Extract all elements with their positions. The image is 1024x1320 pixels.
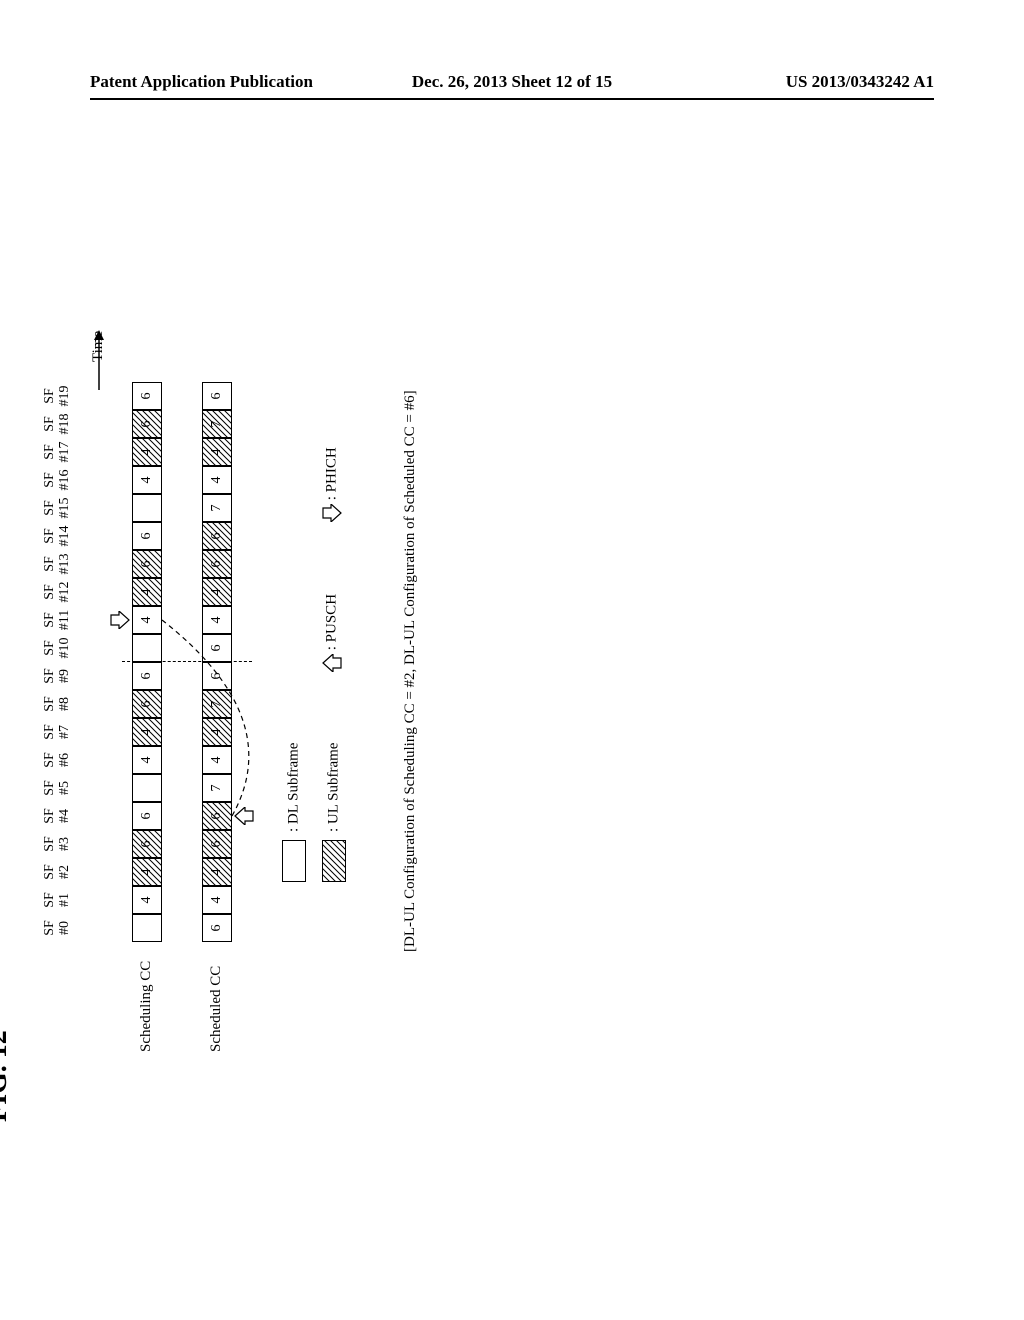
legend-dl: : DL Subframe [282, 743, 306, 882]
figure-12: FIG. 12 SF#0SF#1SF#2SF#3SF#4SF#5SF#6SF#7… [0, 218, 1024, 1242]
header-center: Dec. 26, 2013 Sheet 12 of 15 [412, 72, 612, 92]
ul-swatch [322, 840, 346, 882]
legend-ul-label: : UL Subframe [325, 743, 341, 832]
legend-pusch-label: : PUSCH [323, 594, 339, 650]
legend-ul: : UL Subframe [322, 743, 346, 882]
header-right: US 2013/0343242 A1 [786, 72, 934, 92]
phich-legend-icon [322, 504, 342, 522]
dl-swatch [282, 840, 306, 882]
legend-dl-label: : DL Subframe [285, 743, 301, 832]
legend-pusch: : PUSCH [322, 594, 342, 672]
legend-phich-label: : PHICH [323, 447, 339, 500]
pusch-legend-icon [322, 654, 342, 672]
header-rule [90, 98, 934, 100]
figure-caption: [DL-UL Configuration of Scheduling CC = … [402, 390, 419, 952]
header-left: Patent Application Publication [90, 72, 313, 92]
pusch-phich-arc [0, 242, 372, 1242]
legend-phich: : PHICH [322, 447, 342, 522]
